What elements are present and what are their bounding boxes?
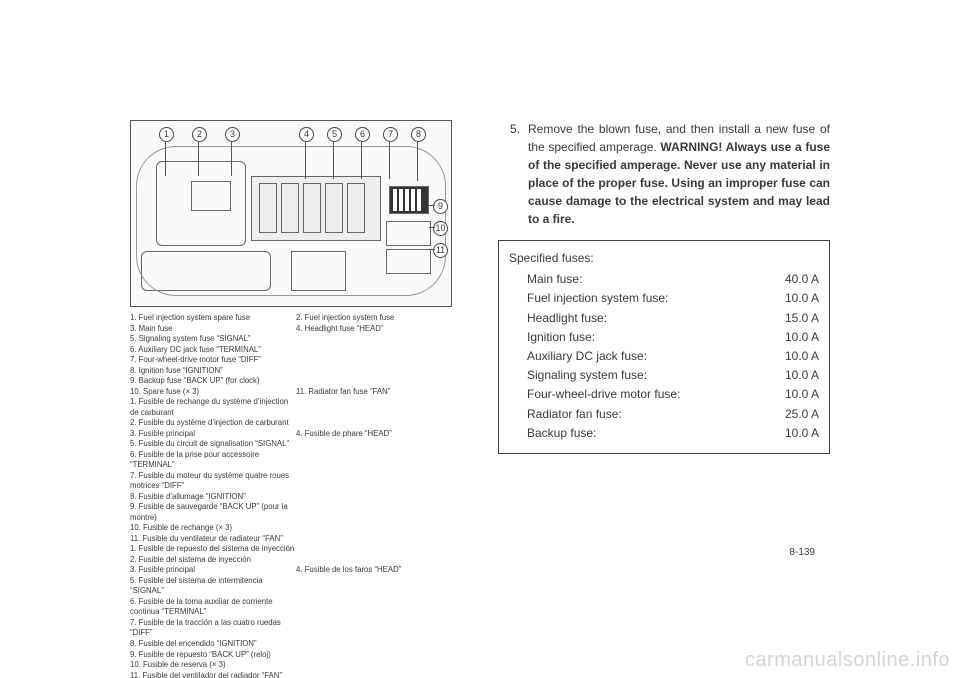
spec-value: 10.0 A — [764, 424, 819, 443]
fuse-diagram: 1 2 3 4 5 6 7 8 9 10 11 — [130, 120, 452, 307]
step-5: 5. Remove the blown fuse, and then insta… — [498, 120, 830, 228]
step-number: 5. — [498, 120, 528, 228]
callout-7: 7 — [383, 127, 398, 142]
callout-10: 10 — [433, 221, 448, 236]
legend-fr-10: 10. Fusible de rechange (× 3) — [130, 523, 296, 534]
callout-5: 5 — [327, 127, 342, 142]
spec-label: Radiator fan fuse: — [527, 405, 622, 424]
legend-es-1: 1. Fusible de repuesto del sistema de in… — [130, 544, 296, 555]
legend-es-10: 10. Fusible de reserva (× 3) — [130, 660, 296, 671]
legend-en-5: 5. Signaling system fuse “SIGNAL” — [130, 334, 296, 345]
spec-label: Signaling system fuse: — [527, 366, 647, 385]
spec-value: 10.0 A — [764, 289, 819, 308]
legend-es: 1. Fusible de repuesto del sistema de in… — [130, 544, 462, 678]
spec-value: 10.0 A — [764, 328, 819, 347]
legend-fr-8: 8. Fusible d’allumage “IGNITION” — [130, 492, 296, 503]
spec-value: 10.0 A — [764, 366, 819, 385]
legend-fr-6: 6. Fusible de la prise pour accessoire “… — [130, 450, 296, 471]
legend-en-2: 2. Fuel injection system fuse — [296, 313, 462, 324]
legend-en-1: 1. Fuel injection system spare fuse — [130, 313, 296, 324]
legend-en-9: 9. Backup fuse “BACK UP” (for clock) — [130, 376, 296, 387]
legend-es-5: 5. Fusible del sistema de intermitencia … — [130, 576, 296, 597]
legend-fr: 1. Fusible de rechange du système d’inje… — [130, 397, 462, 544]
legend-es-7: 7. Fusible de la tracción a las cuatro r… — [130, 618, 296, 639]
legend-es-3: 3. Fusible principal — [130, 565, 296, 576]
callout-8: 8 — [411, 127, 426, 142]
callout-9: 9 — [433, 199, 448, 214]
spec-box: Specified fuses: Main fuse: 40.0 A Fuel i… — [498, 240, 830, 454]
callout-6: 6 — [355, 127, 370, 142]
callout-1: 1 — [159, 127, 174, 142]
callout-3: 3 — [225, 127, 240, 142]
legend-en-8: 8. Ignition fuse “IGNITION” — [130, 366, 296, 377]
step-body: Remove the blown fuse, and then install … — [528, 120, 830, 228]
callout-2: 2 — [192, 127, 207, 142]
page-number: 8-139 — [789, 547, 815, 558]
spec-label: Auxiliary DC jack fuse: — [527, 347, 647, 366]
legend-en-11: 11. Radiator fan fuse “FAN” — [296, 387, 462, 398]
left-column: 1 2 3 4 5 6 7 8 9 10 11 1. — [130, 120, 480, 550]
spec-value: 10.0 A — [764, 385, 819, 404]
spec-title: Specified fuses: — [509, 249, 819, 268]
legend-en: 1. Fuel injection system spare fuse2. Fu… — [130, 313, 462, 397]
legend-fr-5: 5. Fusible du circuit de signalisation “… — [130, 439, 296, 450]
watermark: carmanualsonline.info — [745, 649, 950, 672]
legend-fr-9: 9. Fusible de sauvegarde “BACK UP” (pour… — [130, 502, 296, 523]
legend-fr-11: 11. Fusible du ventilateur de radiateur … — [130, 534, 296, 545]
spec-value: 15.0 A — [764, 309, 819, 328]
legend-es-2: 2. Fusible del sistema de inyección — [130, 555, 296, 566]
legend-fr-4: 4. Fusible de phare “HEAD” — [296, 429, 462, 440]
spec-label: Fuel injection system fuse: — [527, 289, 668, 308]
callout-11: 11 — [433, 243, 448, 258]
spec-value: 10.0 A — [764, 347, 819, 366]
legend-fr-1: 1. Fusible de rechange du système d’inje… — [130, 397, 296, 418]
legend-en-6: 6. Auxiliary DC jack fuse “TERMINAL” — [130, 345, 296, 356]
legend-es-6: 6. Fusible de la toma auxiliar de corrie… — [130, 597, 296, 618]
legend-es-11: 11. Fusible del ventilador del radiador … — [130, 671, 296, 678]
spec-label: Main fuse: — [527, 270, 582, 289]
manual-page: 1 2 3 4 5 6 7 8 9 10 11 1. — [130, 120, 830, 550]
spec-label: Ignition fuse: — [527, 328, 595, 347]
legend-es-4: 4. Fusible de los faros “HEAD” — [296, 565, 462, 576]
spec-value: 25.0 A — [764, 405, 819, 424]
spec-label: Four-wheel-drive motor fuse: — [527, 385, 680, 404]
spec-label: Headlight fuse: — [527, 309, 607, 328]
right-column: 5. Remove the blown fuse, and then insta… — [480, 120, 830, 550]
legend-en-7: 7. Four-wheel-drive motor fuse “DIFF” — [130, 355, 296, 366]
legend-es-9: 9. Fusible de repuesto “BACK UP” (reloj) — [130, 650, 296, 661]
legend-fr-2: 2. Fusible du système d’injection de car… — [130, 418, 296, 429]
legend-fr-7: 7. Fusible du moteur du système quatre r… — [130, 471, 296, 492]
spec-label: Backup fuse: — [527, 424, 596, 443]
legend-en-10: 10. Spare fuse (× 3) — [130, 387, 296, 398]
legend-fr-3: 3. Fusible principal — [130, 429, 296, 440]
legend-en-4: 4. Headlight fuse “HEAD” — [296, 324, 462, 335]
legend-es-8: 8. Fusible del encendido “IGNITION” — [130, 639, 296, 650]
spec-value: 40.0 A — [764, 270, 819, 289]
callout-4: 4 — [299, 127, 314, 142]
legend-en-3: 3. Main fuse — [130, 324, 296, 335]
